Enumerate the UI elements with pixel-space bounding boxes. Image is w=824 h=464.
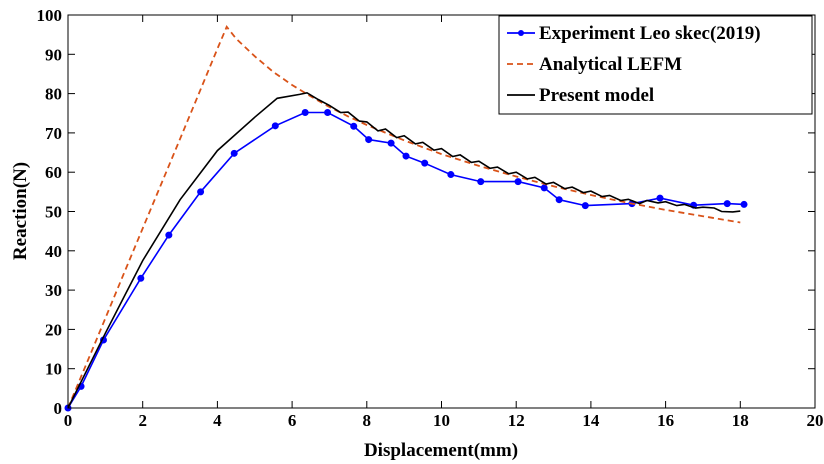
x-tick-label: 12 bbox=[508, 411, 525, 430]
series-1-point bbox=[555, 196, 563, 204]
x-tick-label: 4 bbox=[213, 411, 222, 430]
series-1-point bbox=[656, 194, 664, 202]
series-1-point bbox=[324, 108, 332, 116]
series-1-point bbox=[421, 159, 429, 167]
x-axis-label: Displacement(mm) bbox=[364, 440, 518, 461]
series-1-point bbox=[581, 202, 589, 210]
y-tick-label: 80 bbox=[45, 85, 62, 104]
series-1-point bbox=[197, 188, 205, 196]
series-1-point bbox=[540, 184, 548, 192]
y-tick-label: 90 bbox=[45, 45, 62, 64]
x-tick-label: 2 bbox=[138, 411, 147, 430]
legend-marker-1 bbox=[518, 30, 524, 36]
series-1-point bbox=[271, 122, 279, 130]
legend-box bbox=[498, 15, 813, 115]
legend-label-3: Present model bbox=[539, 85, 654, 106]
y-tick-label: 70 bbox=[45, 124, 62, 143]
y-tick-label: 100 bbox=[37, 6, 63, 25]
x-tick-label: 0 bbox=[64, 411, 73, 430]
y-tick-label: 40 bbox=[45, 242, 62, 261]
y-tick-label: 20 bbox=[45, 320, 62, 339]
series-1-point bbox=[514, 178, 522, 186]
series-1-point bbox=[387, 139, 395, 147]
series-1-point bbox=[402, 152, 410, 160]
series-1-point bbox=[365, 136, 373, 144]
series-1-point bbox=[740, 200, 748, 208]
series-1-point bbox=[301, 108, 309, 116]
x-tick-label: 8 bbox=[363, 411, 372, 430]
legend: Experiment Leo skec(2019) Analytical LEFM… bbox=[498, 15, 813, 115]
y-tick-label: 60 bbox=[45, 163, 62, 182]
series-line-2 bbox=[67, 25, 741, 409]
x-tick-label: 20 bbox=[807, 411, 824, 430]
y-tick-label: 30 bbox=[45, 281, 62, 300]
x-tick-label: 14 bbox=[582, 411, 600, 430]
series-1-point bbox=[230, 149, 238, 157]
series-1-point bbox=[350, 122, 358, 130]
x-tick-label: 6 bbox=[288, 411, 297, 430]
y-tick-label: 50 bbox=[45, 203, 62, 222]
x-tick-label: 10 bbox=[433, 411, 450, 430]
x-tick-label: 18 bbox=[732, 411, 749, 430]
y-tick-label: 0 bbox=[54, 399, 63, 418]
series-line-1 bbox=[67, 111, 745, 409]
series-line-3 bbox=[67, 91, 741, 409]
x-tick-label: 16 bbox=[657, 411, 674, 430]
legend-label-2: Analytical LEFM bbox=[539, 54, 682, 75]
series-1-point bbox=[447, 171, 455, 179]
series-1-point bbox=[137, 274, 145, 282]
series-1-point bbox=[477, 178, 485, 186]
y-tick-label: 10 bbox=[45, 360, 62, 379]
series-1-point bbox=[165, 231, 173, 239]
y-axis-label: Reaction(N) bbox=[10, 162, 31, 260]
legend-label-1: Experiment Leo skec(2019) bbox=[539, 23, 761, 44]
series-1-point bbox=[723, 200, 731, 208]
